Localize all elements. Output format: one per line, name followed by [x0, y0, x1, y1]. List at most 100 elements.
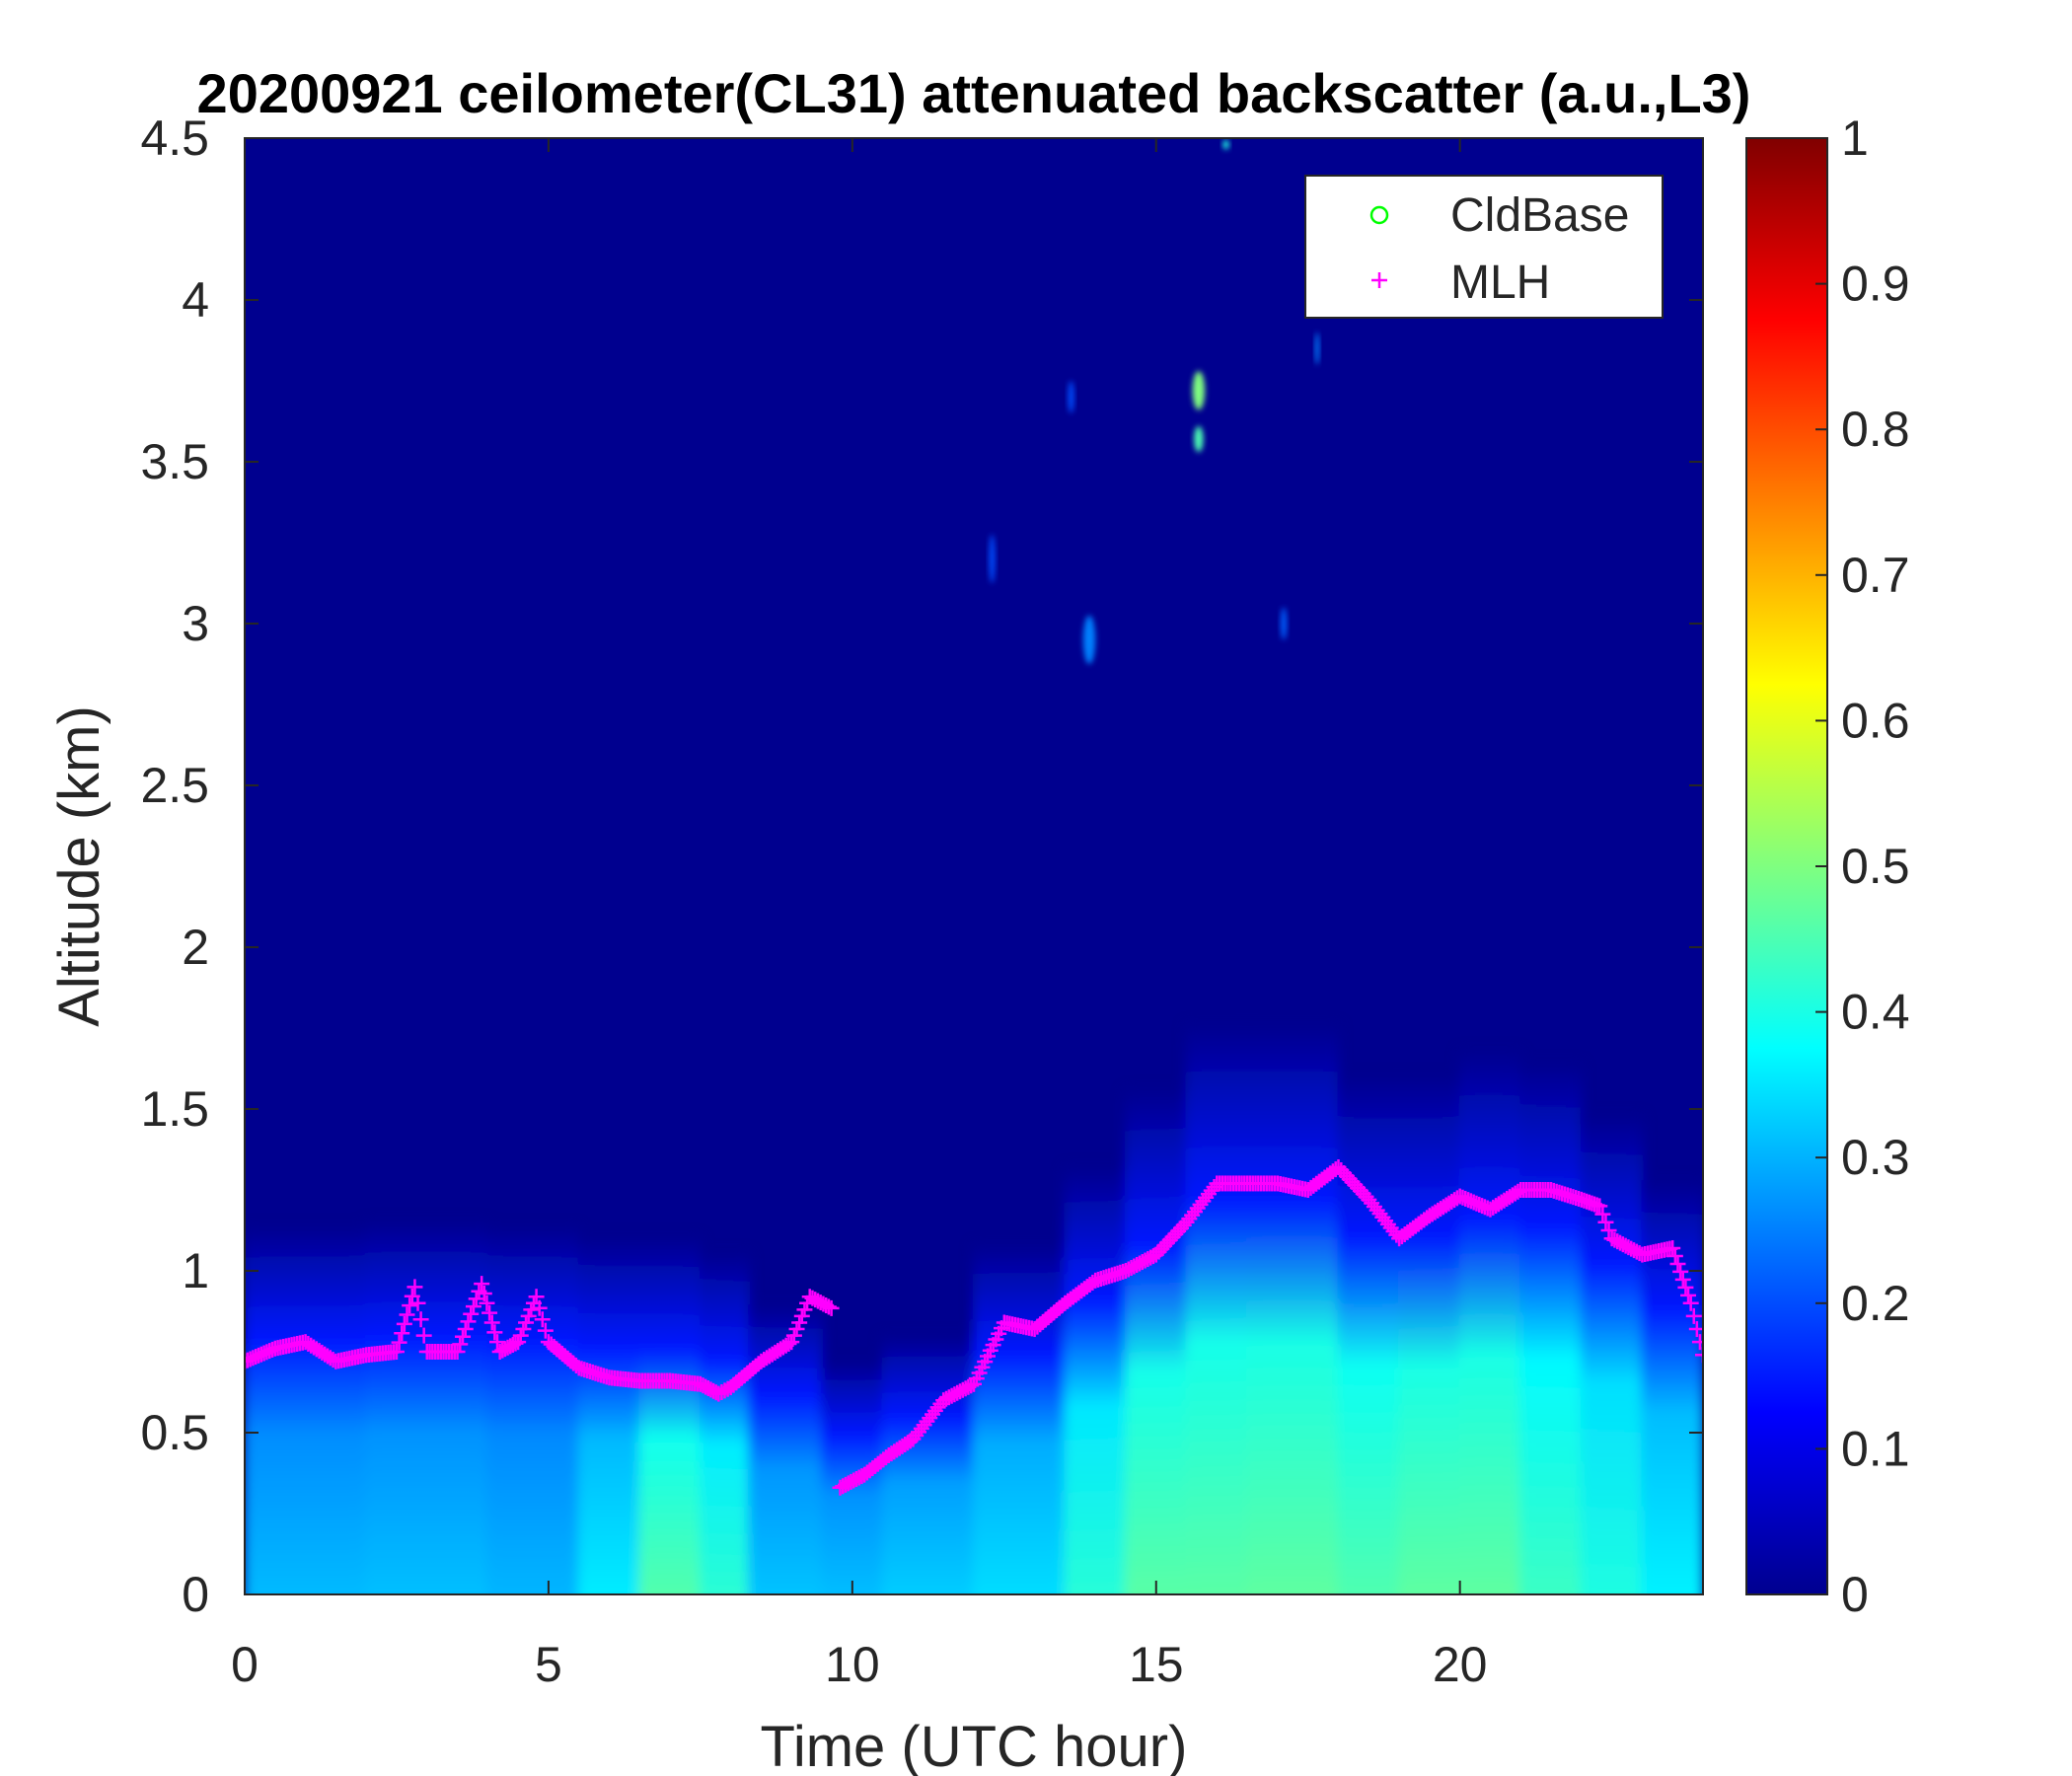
heatmap-column	[1337, 1076, 1401, 1594]
cldbase-marker-icon	[1369, 205, 1389, 225]
heatmap-column	[1246, 1024, 1340, 1594]
mlh-point	[409, 1295, 426, 1311]
mlh-point	[396, 1315, 412, 1332]
y-tick-label: 0.5	[140, 1405, 209, 1460]
cloud-patch	[1314, 332, 1320, 365]
mlh-point	[391, 1334, 407, 1351]
cloud-patch	[1222, 139, 1229, 150]
y-tick-label: 3.5	[140, 434, 209, 489]
mlh-series	[245, 1159, 1703, 1496]
y-tick-label: 2	[182, 920, 209, 975]
mlh-point	[1680, 1287, 1697, 1303]
mlh-point	[1665, 1240, 1681, 1257]
plot-frame	[244, 137, 1704, 1595]
heatmap-column	[973, 1244, 1067, 1594]
x-tick-label: 10	[825, 1637, 880, 1692]
mlh-point	[1695, 1347, 1703, 1364]
heatmap-column	[577, 1236, 641, 1594]
mlh-point	[486, 1324, 503, 1341]
x-tick-label: 20	[1433, 1637, 1488, 1692]
mlh-point	[474, 1276, 490, 1293]
x-axis-label: Time (UTC hour)	[761, 1715, 1188, 1776]
mlh-point	[1672, 1263, 1689, 1280]
y-tick-label: 2.5	[140, 758, 209, 813]
mlh-point	[388, 1344, 405, 1360]
x-tick-label: 5	[535, 1637, 562, 1692]
mlh-point	[449, 1344, 466, 1360]
mlh-point	[402, 1297, 418, 1314]
mlh-point	[1594, 1206, 1611, 1222]
mlh-point	[1674, 1271, 1691, 1288]
mlh-point	[489, 1334, 506, 1351]
mlh-point	[823, 1299, 840, 1316]
colorbar-tick-label: 0.8	[1841, 402, 1910, 457]
mlh-point	[1685, 1307, 1702, 1324]
mlh-point	[476, 1285, 492, 1301]
mlh-point	[780, 1335, 797, 1352]
mlh-point	[1600, 1222, 1617, 1238]
y-tick-label: 0	[182, 1567, 209, 1622]
cloud-patch	[1194, 425, 1204, 453]
mlh-point	[1669, 1255, 1686, 1272]
colorbar	[1745, 137, 1828, 1595]
colorbar-ticks: 0 0.1 0.2 0.3 0.4 0.5 0.6 0.7 0.8 0.9 1	[1815, 111, 1910, 1622]
y-tick-label: 1	[182, 1243, 209, 1298]
legend-label-mlh: MLH	[1450, 257, 1550, 309]
mlh-point	[465, 1298, 481, 1315]
legend: CldBase MLH	[1304, 175, 1664, 319]
heatmap-column	[1124, 1089, 1188, 1594]
colorbar-tick-label: 0.2	[1841, 1276, 1910, 1331]
mlh-point	[463, 1305, 480, 1322]
heatmap-column	[699, 1252, 751, 1594]
mlh-point	[479, 1295, 495, 1311]
chart-title: 20200921 ceilometer(CL31) attenuated bac…	[197, 62, 1751, 124]
colorbar-tick-label: 0.3	[1841, 1130, 1910, 1185]
heatmap-column	[1064, 1167, 1127, 1594]
colorbar-tick-label: 1	[1841, 111, 1869, 166]
mlh-point	[1666, 1248, 1683, 1265]
cloud-patch	[989, 534, 996, 584]
mlh-point	[481, 1304, 498, 1321]
mlh-point	[415, 1327, 432, 1344]
mlh-point	[394, 1325, 410, 1342]
mlh-marker-icon	[1371, 272, 1387, 288]
mlh-point	[399, 1306, 415, 1323]
mlh-point	[407, 1279, 423, 1295]
y-tick-label: 1.5	[140, 1081, 209, 1137]
heatmap-column	[245, 1226, 368, 1594]
y-axis-label: Altitude (km)	[47, 705, 111, 1027]
mlh-point	[1591, 1198, 1608, 1215]
cloud-patches	[989, 139, 1320, 665]
colorbar-tick-label: 0.5	[1841, 839, 1910, 894]
mlh-point	[820, 1298, 837, 1315]
mlh-point	[1691, 1334, 1703, 1351]
heatmap-column	[1580, 1115, 1644, 1594]
cloud-patch	[1192, 371, 1206, 410]
mlh-point	[457, 1321, 474, 1338]
heatmap-column	[365, 1221, 489, 1594]
mlh-point	[1682, 1295, 1699, 1311]
heatmap-column	[486, 1226, 580, 1594]
y-tick-label: 3	[182, 596, 209, 651]
colorbar-tick-label: 0	[1841, 1567, 1869, 1622]
heatmap-column	[1398, 1076, 1461, 1594]
mlh-point	[455, 1328, 472, 1345]
mlh-point	[452, 1336, 469, 1353]
legend-label-cldbase: CldBase	[1450, 189, 1629, 242]
x-axis-ticks: 0 5 10 15 20	[231, 138, 1487, 1692]
mlh-point	[460, 1313, 477, 1330]
colorbar-tick-label: 0.9	[1841, 257, 1910, 312]
mlh-point	[528, 1289, 545, 1305]
heatmap-column	[1519, 1064, 1583, 1594]
mlh-point	[1677, 1279, 1694, 1295]
heatmap-column	[638, 1236, 702, 1594]
colorbar-tick-label: 0.6	[1841, 693, 1910, 748]
mlh-point	[531, 1299, 548, 1316]
cloud-patch	[1068, 381, 1074, 413]
y-tick-label: 4	[182, 272, 209, 328]
mlh-point	[483, 1314, 500, 1331]
y-tick-label: 4.5	[140, 111, 209, 166]
colorbar-tick-label: 0.7	[1841, 548, 1910, 603]
mlh-point	[468, 1291, 484, 1307]
